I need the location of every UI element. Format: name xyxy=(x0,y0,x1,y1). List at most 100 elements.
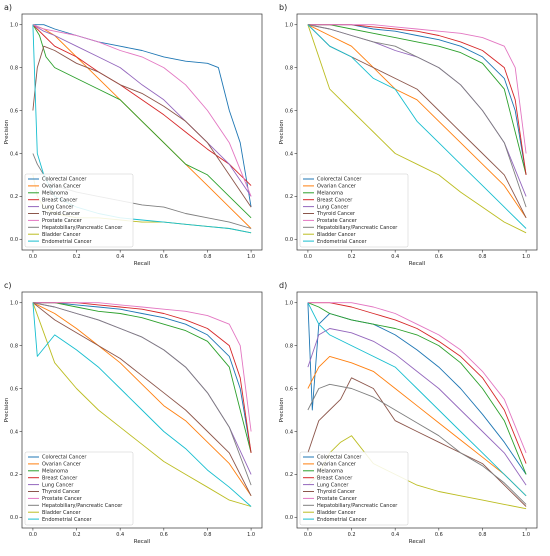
series-line xyxy=(32,302,252,453)
x-tick-label: 0.2 xyxy=(348,532,356,538)
y-tick-label: 0.4 xyxy=(285,429,293,435)
panel-label: a) xyxy=(4,3,12,12)
legend-entry: Breast Cancer xyxy=(42,197,78,203)
legend-entry: Ovarian Cancer xyxy=(317,462,357,468)
x-axis-label: Recall xyxy=(134,261,151,267)
series-line xyxy=(32,302,252,497)
legend-entry: Breast Cancer xyxy=(317,197,353,203)
legend-entry: Thyroid Cancer xyxy=(41,489,81,495)
y-tick-label: 0.4 xyxy=(10,429,18,435)
legend-entry: Lung Cancer xyxy=(317,482,349,488)
y-tick-label: 1.0 xyxy=(285,23,293,29)
series-line xyxy=(32,24,252,208)
y-tick-label: 1.0 xyxy=(285,301,293,307)
legend-box xyxy=(299,173,409,248)
y-tick-label: 0.2 xyxy=(285,194,293,200)
plot-frame xyxy=(296,291,538,529)
x-tick-label: 0.8 xyxy=(478,254,486,260)
plot-frame xyxy=(21,291,263,529)
legend-entry: Hepatobiliary/Pancreatic Cancer xyxy=(317,225,398,231)
legend-entry: Lung Cancer xyxy=(317,204,349,210)
panel-label: c) xyxy=(4,281,12,290)
legend-entry: Ovarian Cancer xyxy=(317,184,357,190)
series-line xyxy=(32,45,252,208)
series-line xyxy=(307,383,527,505)
chart-panel: b) 0.0 0.2 0.4 0.6 0.8 1.0 0.0 0.2 0.4 0.6 0.8 1.0 Re… xyxy=(279,3,538,267)
x-tick-label: 0.6 xyxy=(160,532,168,538)
legend-entry: Bladder Cancer xyxy=(317,510,357,516)
x-axis-label: Recall xyxy=(409,261,426,267)
legend-entry: Endometrial Cancer xyxy=(42,239,93,245)
series-line xyxy=(32,24,252,197)
legend-entry: Thyroid Cancer xyxy=(41,211,81,217)
y-axis-label: Precision xyxy=(279,119,285,144)
series-line xyxy=(32,302,252,475)
series-line xyxy=(32,302,252,453)
x-tick-label: 0.4 xyxy=(391,532,399,538)
x-tick-label: 1.0 xyxy=(247,532,255,538)
series-line xyxy=(307,24,527,229)
y-tick-label: 0.8 xyxy=(285,343,293,349)
y-axis-label: Precision xyxy=(4,397,10,422)
y-tick-label: 1.0 xyxy=(10,23,18,29)
series-line xyxy=(32,302,252,486)
x-tick-label: 0.6 xyxy=(435,254,443,260)
legend-entry: Hepatobiliary/Pancreatic Cancer xyxy=(42,225,123,231)
y-axis-label: Precision xyxy=(279,397,285,422)
panel-label: d) xyxy=(279,281,287,290)
legend-box xyxy=(299,451,409,526)
legend-box xyxy=(24,451,134,526)
y-tick-label: 0.8 xyxy=(10,343,18,349)
legend-entry: Thyroid Cancer xyxy=(316,211,356,217)
series-line xyxy=(32,24,252,219)
y-tick-label: 0.8 xyxy=(285,65,293,71)
series-line xyxy=(307,24,527,234)
panel-label: b) xyxy=(279,3,287,12)
legend-entry: Prostate Cancer xyxy=(42,496,83,502)
y-tick-label: 1.0 xyxy=(10,301,18,307)
y-tick-label: 0.0 xyxy=(285,237,293,243)
series-line xyxy=(307,302,527,454)
x-tick-label: 0.2 xyxy=(73,254,81,260)
y-tick-label: 0.0 xyxy=(10,515,18,521)
series-line xyxy=(307,24,527,219)
legend-box xyxy=(24,173,134,248)
y-axis-label: Precision xyxy=(4,119,10,144)
legend-entry: Endometrial Cancer xyxy=(42,517,93,523)
series-line xyxy=(307,302,527,464)
x-tick-label: 0.6 xyxy=(435,532,443,538)
legend-entry: Breast Cancer xyxy=(317,475,353,481)
series-line xyxy=(32,24,252,197)
series-line xyxy=(307,355,527,497)
legend-entry: Hepatobiliary/Pancreatic Cancer xyxy=(42,503,123,509)
series-line xyxy=(307,24,527,208)
x-tick-label: 0.0 xyxy=(304,254,312,260)
legend-entry: Colorectal Cancer xyxy=(317,177,362,183)
legend-entry: Lung Cancer xyxy=(42,482,74,488)
series-line xyxy=(307,328,527,486)
x-tick-label: 0.0 xyxy=(29,532,37,538)
plot-frame xyxy=(296,13,538,251)
x-tick-label: 0.4 xyxy=(116,254,124,260)
series-line xyxy=(32,302,252,507)
series-line xyxy=(307,24,527,176)
legend-entry: Colorectal Cancer xyxy=(42,177,87,183)
plot-frame xyxy=(21,13,263,251)
x-axis-label: Recall xyxy=(409,539,426,545)
chart-panel: a) 0.0 0.2 0.4 0.6 0.8 1.0 0.0 0.2 0.4 0.6 0.8 1.0 Re… xyxy=(4,3,263,267)
legend-entry: Prostate Cancer xyxy=(317,496,358,502)
y-tick-label: 0.8 xyxy=(10,65,18,71)
legend-entry: Bladder Cancer xyxy=(42,232,82,238)
legend-entry: Colorectal Cancer xyxy=(42,455,87,461)
legend-entry: Endometrial Cancer xyxy=(317,517,368,523)
legend-entry: Bladder Cancer xyxy=(42,510,82,516)
y-tick-label: 0.2 xyxy=(10,194,18,200)
chart-panel: c) 0.0 0.2 0.4 0.6 0.8 1.0 0.0 0.2 0.4 0.6 0.8 1.0 Re… xyxy=(4,281,263,545)
chart-panel: d) 0.0 0.2 0.4 0.6 0.8 1.0 0.0 0.2 0.4 0.6 0.8 1.0 Re… xyxy=(279,281,538,545)
series-line xyxy=(307,24,527,197)
x-tick-label: 0.0 xyxy=(304,532,312,538)
legend-entry: Ovarian Cancer xyxy=(42,184,82,190)
x-tick-label: 0.8 xyxy=(478,532,486,538)
x-tick-label: 0.8 xyxy=(203,254,211,260)
